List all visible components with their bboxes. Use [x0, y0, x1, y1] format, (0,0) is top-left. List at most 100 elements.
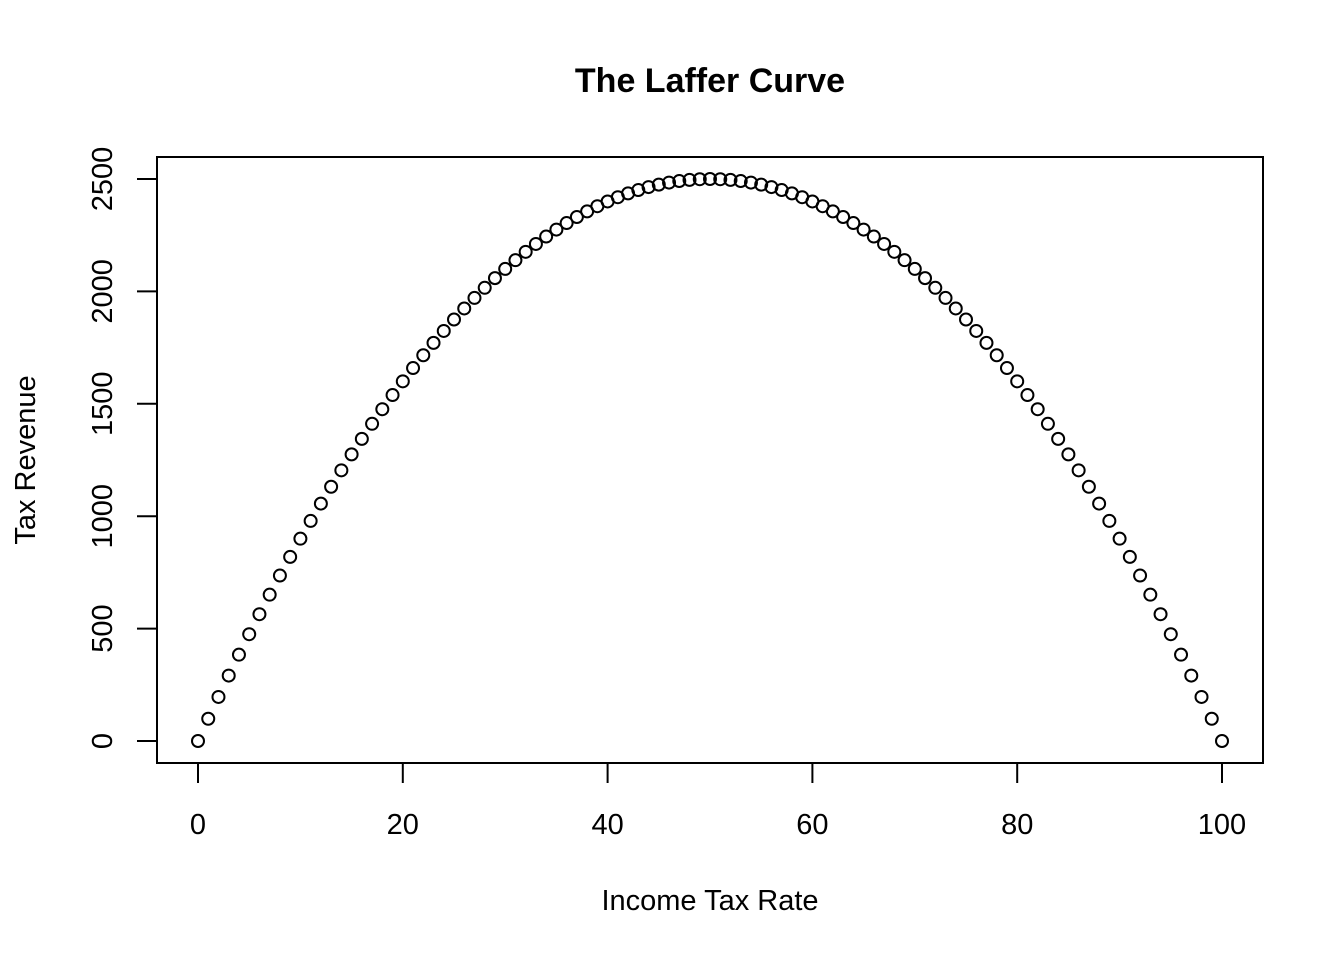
y-axis-label: Tax Revenue [10, 375, 42, 544]
data-point [539, 229, 554, 244]
data-point [682, 172, 697, 187]
plot-frame [156, 156, 1264, 764]
x-tick-label: 100 [1198, 809, 1246, 841]
data-point [262, 587, 277, 602]
data-point [569, 209, 584, 224]
data-point [477, 280, 492, 295]
data-point [662, 175, 677, 190]
y-tick-label: 0 [87, 733, 119, 749]
data-point [242, 627, 257, 642]
data-point [672, 174, 687, 189]
data-point [1184, 668, 1199, 683]
data-point [385, 388, 400, 403]
data-point [191, 734, 205, 748]
data-point [651, 177, 666, 192]
data-point [887, 244, 902, 259]
data-point [1071, 463, 1086, 478]
data-point [1143, 587, 1158, 602]
data-point [344, 447, 359, 462]
data-point [1163, 627, 1178, 642]
data-point [907, 261, 922, 276]
x-axis-label: Income Tax Rate [601, 885, 818, 917]
data-point [467, 290, 482, 305]
data-point [406, 361, 421, 376]
data-point [999, 361, 1014, 376]
x-tick-label: 80 [1001, 809, 1033, 841]
data-point [856, 222, 871, 237]
data-point [1051, 431, 1066, 446]
data-point [354, 431, 369, 446]
data-point [969, 323, 984, 338]
data-point [692, 172, 707, 187]
data-point [1194, 689, 1209, 704]
data-point [426, 335, 441, 350]
data-point [395, 374, 410, 389]
data-point [897, 253, 912, 268]
data-point [518, 244, 533, 259]
data-point [1204, 711, 1219, 726]
data-point [303, 513, 318, 528]
data-point [293, 531, 308, 546]
data-point [528, 236, 543, 251]
data-point [836, 209, 851, 224]
data-point [1040, 416, 1055, 431]
y-tick-label: 2500 [87, 147, 119, 212]
data-point [1153, 607, 1168, 622]
data-point [1102, 513, 1117, 528]
data-point [754, 177, 769, 192]
data-point [324, 479, 339, 494]
x-tick-label: 20 [387, 809, 419, 841]
data-point [723, 172, 738, 187]
data-point [1122, 549, 1137, 564]
y-axis: 0 500 1000 1500 2000 2500 [87, 147, 158, 749]
data-point [416, 348, 431, 363]
data-point [313, 496, 328, 511]
data-point [959, 312, 973, 327]
data-point [436, 323, 451, 338]
y-tick-label: 1500 [87, 372, 119, 437]
data-point [334, 463, 349, 478]
data-point [283, 549, 298, 564]
data-point [1061, 447, 1076, 462]
y-tick-label: 1000 [87, 484, 119, 549]
data-point [487, 271, 502, 286]
data-point [743, 175, 758, 190]
data-point [498, 261, 513, 276]
data-point [457, 301, 472, 316]
data-point [1112, 531, 1127, 546]
data-point [211, 689, 226, 704]
data-point [231, 647, 246, 662]
data-point [201, 711, 216, 726]
data-point [866, 229, 881, 244]
data-point [1133, 568, 1148, 583]
data-point [508, 253, 523, 268]
data-point [979, 335, 994, 350]
data-points [191, 172, 1229, 748]
data-point [928, 280, 943, 295]
x-tick-label: 60 [796, 809, 828, 841]
data-point [918, 271, 933, 286]
data-point [938, 290, 953, 305]
data-point [846, 216, 861, 231]
data-point [825, 204, 840, 219]
data-point [948, 301, 963, 316]
data-point [1215, 734, 1229, 748]
y-tick-label: 500 [87, 604, 119, 652]
data-point [375, 402, 390, 417]
x-tick-label: 0 [190, 809, 206, 841]
data-point [733, 174, 748, 189]
data-point [559, 216, 574, 231]
data-point [989, 348, 1004, 363]
data-point [1010, 374, 1025, 389]
x-tick-label: 40 [591, 809, 623, 841]
data-point [1174, 647, 1189, 662]
data-point [703, 172, 717, 186]
chart-title: The Laffer Curve [575, 62, 845, 100]
data-point [1092, 496, 1107, 511]
data-point [447, 312, 461, 327]
data-point [877, 236, 892, 251]
data-point [549, 222, 564, 237]
data-point [713, 172, 728, 187]
data-point [1030, 402, 1045, 417]
